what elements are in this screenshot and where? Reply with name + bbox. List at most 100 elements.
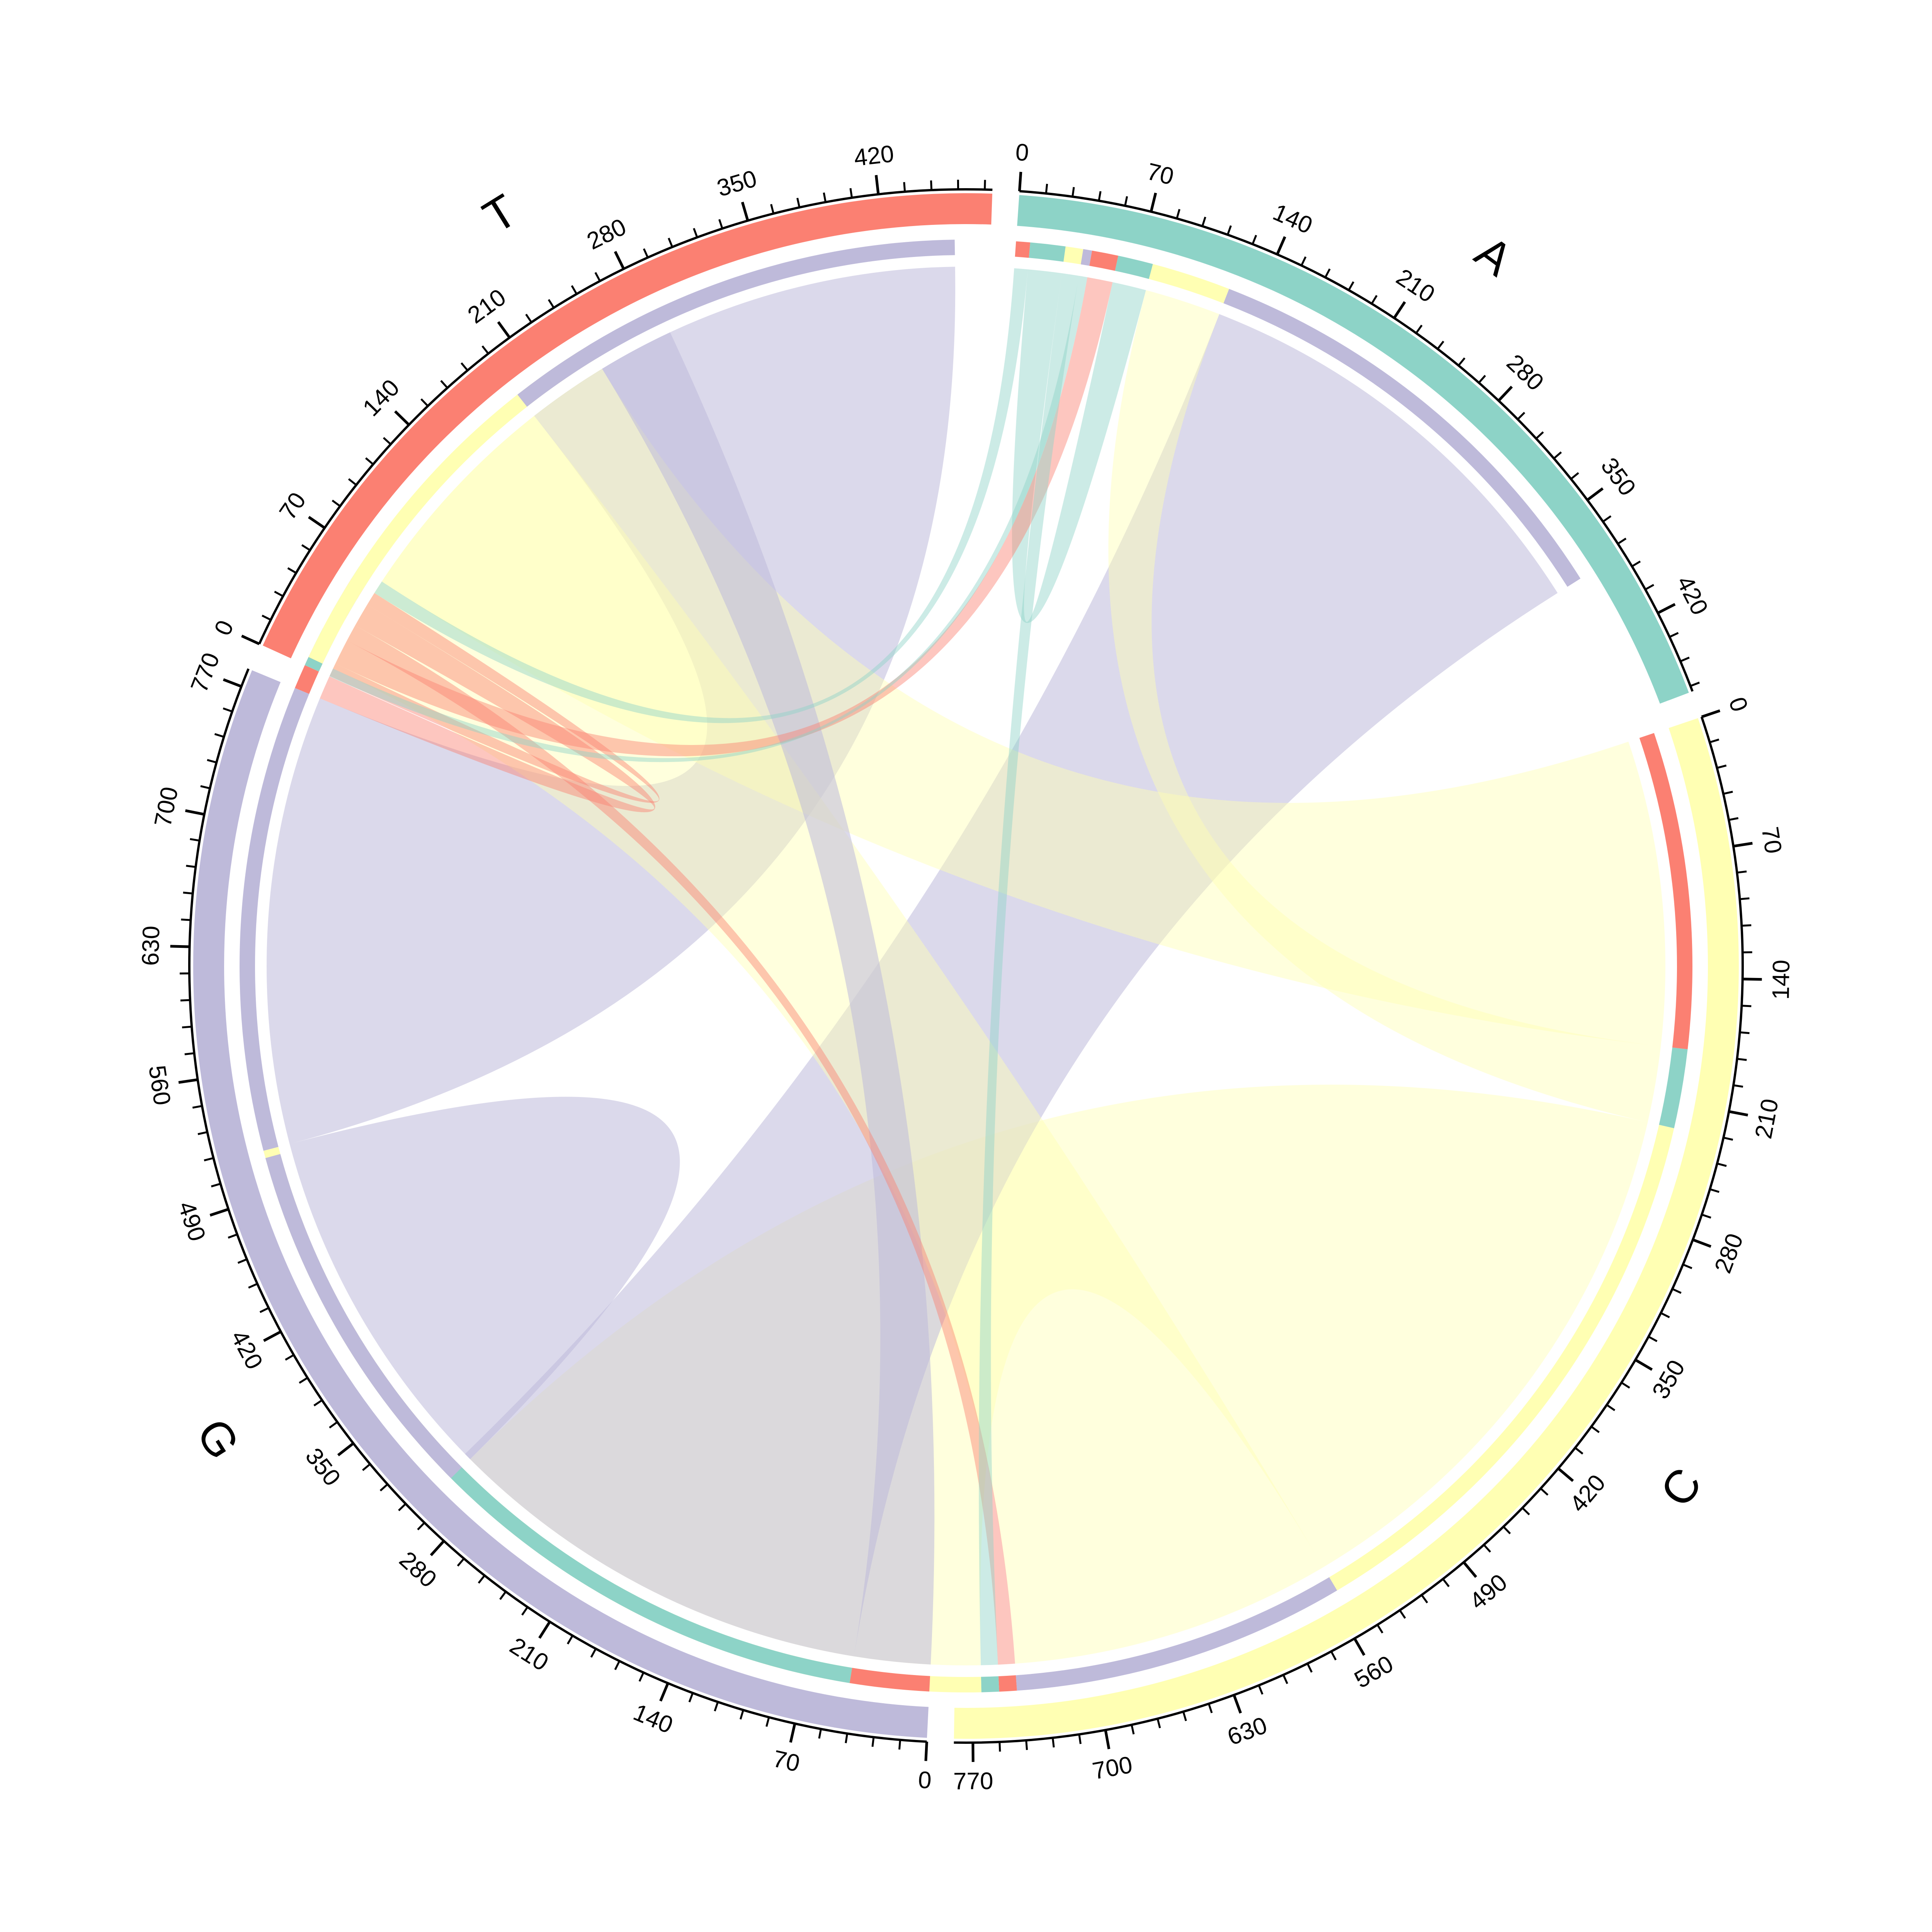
axis-tick-T bbox=[718, 219, 723, 229]
axis-tick-T bbox=[440, 380, 448, 389]
axis-tick-C bbox=[1131, 1725, 1135, 1735]
axis-tick-C bbox=[1701, 709, 1721, 718]
axis-tick-A bbox=[1602, 515, 1612, 522]
tick-label-G: 0 bbox=[917, 1767, 932, 1794]
axis-tick-T bbox=[874, 175, 880, 195]
axis-tick-C bbox=[1740, 1031, 1750, 1034]
axis-tick-A bbox=[1437, 340, 1444, 350]
axis-tick-T bbox=[903, 182, 906, 192]
axis-tick-T bbox=[741, 202, 749, 221]
link-track-out-A-T bbox=[1015, 241, 1031, 258]
axis-tick-G bbox=[590, 1648, 597, 1658]
axis-tick-A bbox=[1669, 632, 1679, 638]
axis-tick-C bbox=[1728, 1110, 1748, 1117]
tick-label-A: 210 bbox=[1391, 264, 1439, 308]
tick-label-T: 350 bbox=[714, 165, 760, 202]
chord-ribbons bbox=[267, 267, 1665, 1665]
tick-label-G: 770 bbox=[186, 649, 225, 696]
axis-tick-C bbox=[1399, 1609, 1406, 1619]
axis-tick-G bbox=[197, 1131, 208, 1135]
axis-tick-A bbox=[1458, 357, 1466, 366]
tick-label-T: 280 bbox=[583, 213, 630, 255]
sector-axes: 0 70 140 210 280 350 420 0 70 140 210 280 350 420 0 70 1… bbox=[137, 139, 1795, 1794]
axis-tick-T bbox=[383, 437, 391, 445]
tick-label-T: 210 bbox=[463, 284, 511, 329]
axis-tick-G bbox=[499, 1591, 507, 1600]
axis-tick-G bbox=[184, 1052, 194, 1055]
ribbon-C-A bbox=[1108, 290, 1661, 1122]
axis-tick-T bbox=[461, 362, 468, 371]
axis-tick-C bbox=[1104, 1730, 1111, 1750]
axis-tick-T bbox=[420, 398, 429, 407]
axis-tick-C bbox=[1557, 1467, 1574, 1482]
link-track-out-A-A bbox=[1029, 242, 1066, 262]
tick-label-C: 700 bbox=[1090, 1751, 1134, 1784]
axis-tick-G bbox=[209, 1208, 229, 1217]
axis-tick-G bbox=[190, 838, 200, 842]
axis-tick-A bbox=[1393, 301, 1406, 319]
axis-tick-T bbox=[849, 188, 853, 198]
axis-tick-C bbox=[1282, 1674, 1288, 1684]
axis-tick-A bbox=[1071, 187, 1075, 197]
axis-tick-A bbox=[1553, 451, 1562, 459]
sector-label-C: C bbox=[1650, 1459, 1712, 1516]
axis-tick-A bbox=[1124, 196, 1128, 206]
link-track-out-A-C bbox=[1063, 246, 1083, 265]
axis-tick-C bbox=[1716, 764, 1727, 769]
axis-tick-A bbox=[1018, 172, 1022, 192]
axis-tick-G bbox=[285, 1354, 294, 1361]
axis-tick-A bbox=[1415, 325, 1423, 334]
tick-label-T: 420 bbox=[853, 140, 896, 171]
axis-tick-C bbox=[1709, 738, 1719, 743]
tick-label-G: 140 bbox=[629, 1699, 677, 1739]
link-track-in-T-A bbox=[1089, 250, 1119, 271]
axis-tick-C bbox=[1634, 1359, 1653, 1371]
axis-tick-A bbox=[1324, 268, 1331, 278]
axis-tick-T bbox=[332, 500, 341, 507]
axis-tick-T bbox=[301, 544, 311, 551]
axis-tick-C bbox=[1672, 1288, 1682, 1294]
tick-label-G: 70 bbox=[770, 1745, 802, 1777]
axis-tick-C bbox=[1051, 1738, 1055, 1748]
axis-tick-T bbox=[348, 478, 357, 486]
axis-tick-C bbox=[1717, 1162, 1727, 1167]
axis-tick-C bbox=[1025, 1740, 1028, 1750]
axis-tick-T bbox=[693, 228, 698, 238]
axis-tick-C bbox=[1740, 897, 1750, 900]
axis-tick-C bbox=[1330, 1651, 1337, 1661]
tick-label-A: 0 bbox=[1015, 139, 1030, 166]
axis-tick-G bbox=[845, 1733, 849, 1743]
link-track-out-C-T bbox=[1639, 733, 1692, 1049]
axis-tick-G bbox=[259, 1307, 269, 1313]
axis-tick-G bbox=[789, 1723, 796, 1743]
axis-tick-G bbox=[228, 1233, 238, 1239]
tick-label-C: 210 bbox=[1750, 1097, 1784, 1141]
axis-tick-T bbox=[548, 299, 555, 308]
ribbon-G-A bbox=[465, 314, 1558, 1656]
axis-tick-C bbox=[1503, 1526, 1511, 1534]
axis-line-C bbox=[954, 716, 1744, 1744]
axis-tick-G bbox=[211, 1183, 221, 1187]
axis-tick-T bbox=[796, 197, 801, 208]
axis-tick-G bbox=[659, 1682, 669, 1702]
axis-tick-G bbox=[739, 1709, 744, 1720]
tick-label-G: 700 bbox=[150, 785, 184, 829]
axis-tick-C bbox=[1590, 1426, 1600, 1433]
axis-tick-T bbox=[241, 634, 260, 645]
link-track-in-C-G bbox=[308, 395, 527, 664]
axis-tick-G bbox=[186, 865, 196, 868]
axis-tick-C bbox=[1483, 1544, 1491, 1553]
tick-label-T: 70 bbox=[274, 488, 311, 525]
link-track-in-T-C bbox=[998, 1675, 1017, 1692]
axis-tick-T bbox=[394, 410, 410, 426]
axis-tick-C bbox=[1606, 1404, 1616, 1411]
axis-tick-C bbox=[1463, 1561, 1477, 1578]
axis-tick-C bbox=[1353, 1638, 1366, 1656]
axis-tick-C bbox=[1258, 1685, 1264, 1695]
axis-tick-C bbox=[1660, 1312, 1670, 1318]
axis-tick-G bbox=[204, 1157, 214, 1162]
axis-tick-G bbox=[478, 1575, 486, 1584]
axis-tick-C bbox=[1733, 1084, 1743, 1088]
axis-tick-A bbox=[1176, 209, 1180, 219]
axis-tick-T bbox=[525, 313, 532, 323]
